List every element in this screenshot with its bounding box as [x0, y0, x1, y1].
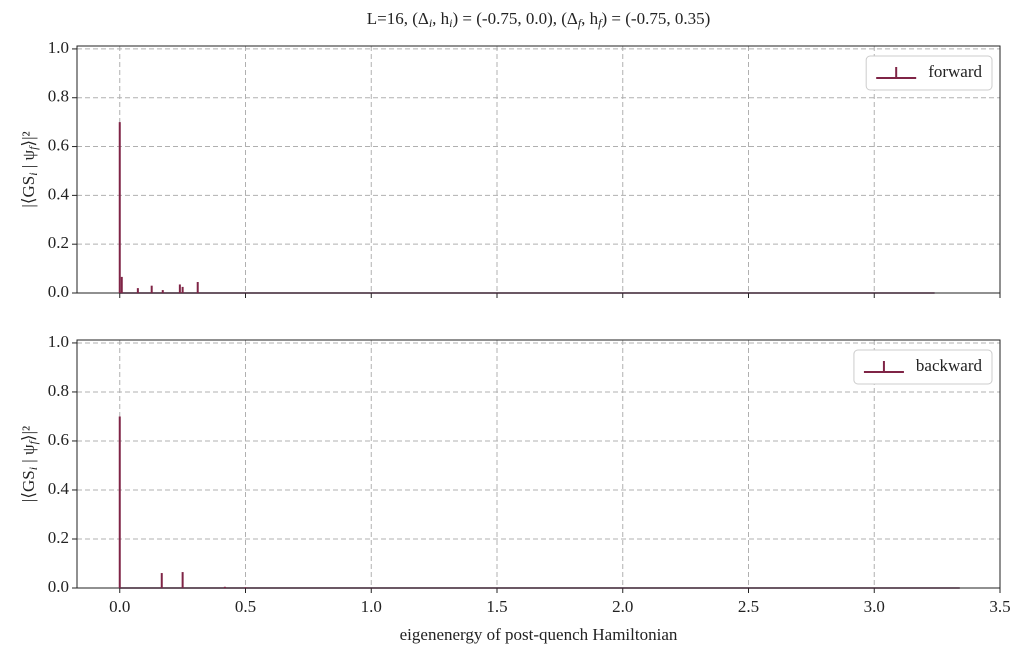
x-tick-label: 1.5: [486, 597, 507, 616]
y-axis-label-part: i: [26, 467, 40, 470]
y-axis-label-part: ⟩|²: [19, 131, 38, 146]
chart-title-part: i: [429, 16, 432, 30]
x-tick-label: 3.5: [989, 597, 1010, 616]
y-axis-label-part: i: [26, 172, 40, 175]
chart-title-part: f: [598, 16, 603, 30]
legend: forward: [865, 55, 993, 91]
chart-title-part: , h: [432, 9, 450, 28]
y-tick-label: 0.6: [48, 135, 69, 154]
y-tick-label: 0.0: [48, 282, 69, 301]
x-axis-label: eigenenergy of post-quench Hamiltonian: [400, 625, 678, 644]
legend-box: [865, 55, 993, 91]
chart-title-part: i: [449, 16, 452, 30]
y-tick-label: 0.2: [48, 233, 69, 252]
legend-box: [853, 349, 993, 385]
y-axis-label-part: | ψ: [19, 150, 38, 173]
y-axis-label-part: |⟨GS: [19, 176, 38, 208]
y-tick-label: 1.0: [48, 332, 69, 351]
chart-title-part: L=16, (Δ: [367, 9, 429, 28]
y-axis-label: |⟨GSi | ψf⟩|²: [19, 131, 40, 207]
chart-title-part: , h: [581, 9, 599, 28]
y-axis-label-part: f: [26, 439, 40, 444]
y-tick-label: 0.2: [48, 528, 69, 547]
axes-frame: [76, 45, 1001, 294]
y-axis-label: |⟨GSi | ψf⟩|²: [19, 426, 40, 502]
chart-title-part: f: [578, 16, 583, 30]
y-tick-label: 0.4: [48, 184, 70, 203]
y-tick-label: 0.4: [48, 479, 70, 498]
y-tick-label: 0.8: [48, 87, 69, 106]
y-tick-label: 0.8: [48, 381, 69, 400]
x-tick-label: 2.0: [612, 597, 633, 616]
legend-label: forward: [928, 62, 982, 81]
legend: backward: [853, 349, 993, 385]
y-axis-label-part: |⟨GS: [19, 470, 38, 502]
x-tick-label: 0.0: [109, 597, 130, 616]
x-tick-label: 2.5: [738, 597, 759, 616]
x-tick-label: 0.5: [235, 597, 256, 616]
y-axis-label-part: | ψ: [19, 444, 38, 467]
y-axis-label-part: ⟩|²: [19, 426, 38, 441]
y-tick-label: 0.6: [48, 430, 69, 449]
chart-title-part: ) = (-0.75, 0.35): [602, 9, 711, 28]
y-tick-label: 1.0: [48, 38, 69, 57]
x-tick-label: 1.0: [361, 597, 382, 616]
y-tick-label: 0.0: [48, 577, 69, 596]
legend-label: backward: [916, 356, 983, 375]
x-tick-label: 3.0: [864, 597, 885, 616]
chart-title: L=16, (Δi, hi) = (-0.75, 0.0), (Δf, hf) …: [367, 9, 711, 30]
chart-title-part: ) = (-0.75, 0.0), (Δ: [453, 9, 578, 28]
y-axis-label-part: f: [26, 145, 40, 150]
